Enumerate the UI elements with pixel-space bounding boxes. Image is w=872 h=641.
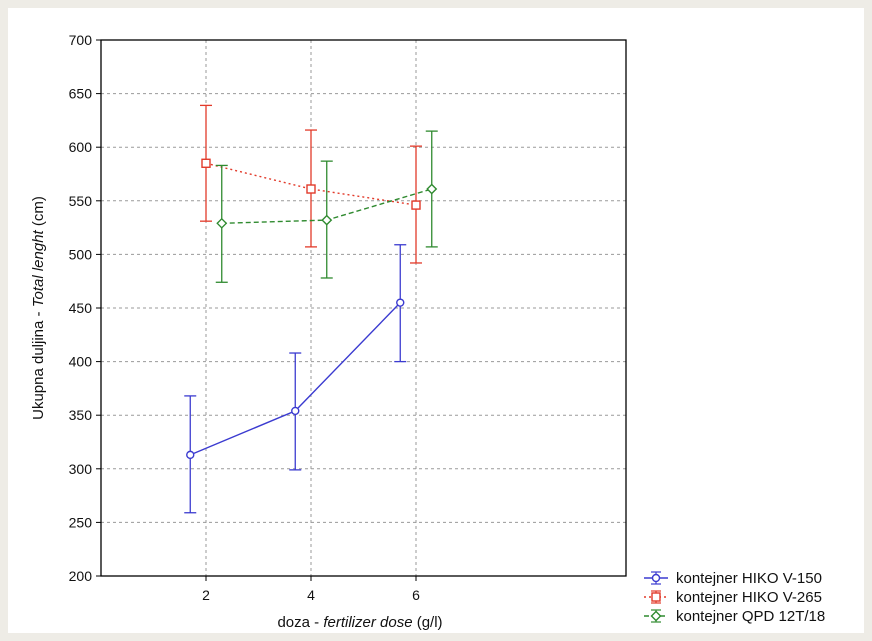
legend-item: kontejner QPD 12T/18	[644, 608, 825, 625]
data-point	[321, 214, 333, 226]
data-point	[411, 200, 421, 210]
y-tick-label: 550	[69, 193, 93, 209]
legend-swatch-marker	[650, 610, 662, 622]
series-group	[184, 244, 407, 514]
legend-label: kontejner QPD 12T/18	[676, 608, 825, 625]
y-tick-label: 700	[69, 32, 93, 48]
series-line	[205, 162, 417, 206]
x-axis-label: doza - fertilizer dose (g/l)	[277, 614, 442, 631]
y-tick-label: 600	[69, 139, 93, 155]
data-point	[216, 217, 228, 229]
axis-ticks: 200 250 300 350 400 450 500 550 600 650 700 2 4 6	[69, 32, 420, 603]
y-tick-label: 400	[69, 354, 93, 370]
series-group	[215, 130, 438, 283]
series-layer	[184, 104, 438, 514]
data-point	[306, 184, 316, 194]
legend-label: kontejner HIKO V-265	[676, 589, 822, 606]
y-axis-label: Ukupna duljina - Total lenght (cm)	[30, 196, 47, 420]
y-tick-label: 350	[69, 407, 93, 423]
y-tick-label: 500	[69, 246, 93, 262]
legend-swatch-marker	[651, 573, 661, 583]
data-point	[396, 298, 405, 307]
y-tick-label: 650	[69, 86, 93, 102]
legend-item: kontejner HIKO V-150	[644, 570, 822, 587]
x-tick-label: 2	[202, 587, 210, 603]
data-point	[186, 450, 195, 460]
series-group	[200, 104, 422, 264]
legend-label: kontejner HIKO V-150	[676, 570, 822, 587]
y-tick-label: 250	[69, 514, 93, 530]
data-point	[201, 158, 211, 168]
figure-panel	[8, 8, 864, 633]
x-tick-label: 6	[412, 587, 420, 603]
y-tick-label: 300	[69, 461, 93, 477]
grid	[101, 40, 626, 576]
data-point	[291, 406, 300, 416]
y-tick-label: 450	[69, 300, 93, 316]
legend: kontejner HIKO V-150 kontejner HIKO V-265…	[644, 570, 825, 625]
legend-item: kontejner HIKO V-265	[644, 589, 822, 606]
data-point	[426, 183, 438, 195]
x-tick-label: 4	[307, 587, 315, 603]
legend-swatch-marker	[651, 592, 661, 602]
y-tick-label: 200	[69, 568, 93, 584]
